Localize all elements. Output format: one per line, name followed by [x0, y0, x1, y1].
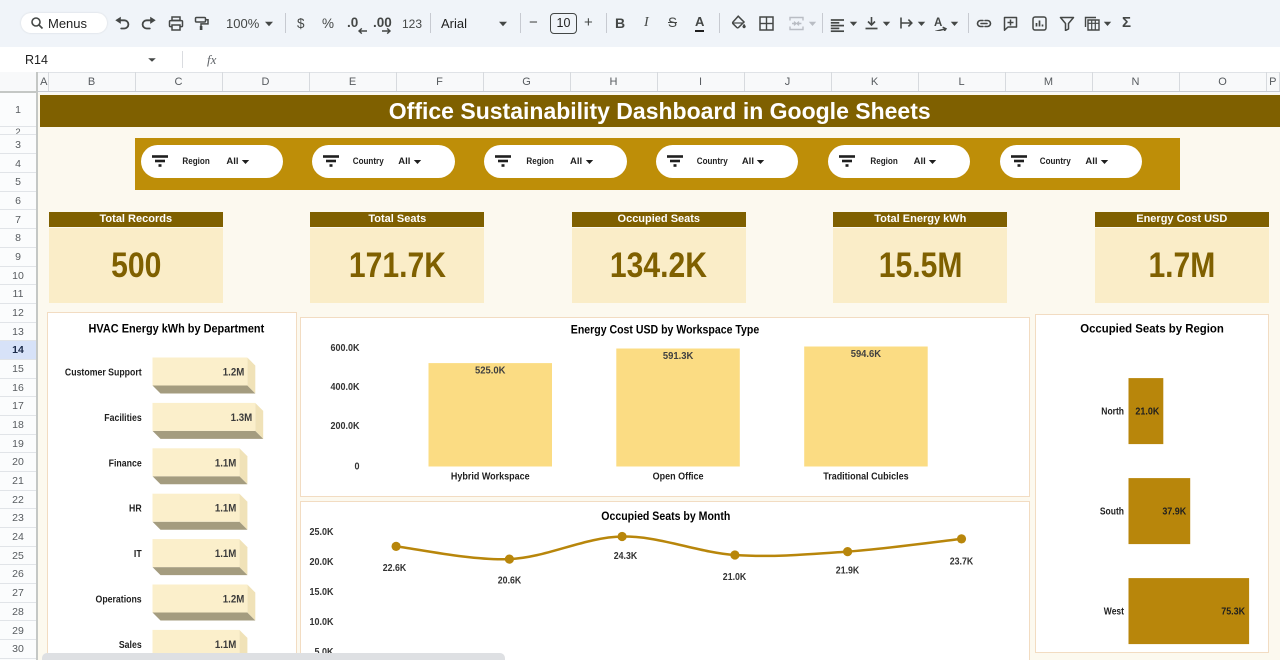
svg-text:200.0K: 200.0K — [330, 420, 359, 432]
svg-text:5.0K: 5.0K — [314, 646, 333, 658]
svg-text:HVAC Energy kWh by Department: HVAC Energy kWh by Department — [88, 323, 264, 336]
svg-text:594.6K: 594.6K — [850, 348, 881, 360]
svg-text:22.6K: 22.6K — [382, 561, 406, 573]
svg-text:591.3K: 591.3K — [662, 350, 693, 362]
svg-text:Operations: Operations — [95, 593, 141, 605]
svg-text:IT: IT — [133, 548, 141, 560]
svg-text:Hybrid Workspace: Hybrid Workspace — [450, 471, 529, 483]
svg-text:20.0K: 20.0K — [309, 556, 333, 568]
svg-text:1.3M: 1.3M — [230, 412, 252, 424]
svg-text:0: 0 — [354, 461, 359, 473]
svg-text:1.2M: 1.2M — [222, 367, 244, 379]
svg-text:South: South — [1099, 506, 1123, 517]
svg-text:West: West — [1103, 606, 1123, 617]
svg-text:1.1M: 1.1M — [214, 548, 236, 560]
svg-text:21.0K: 21.0K — [1135, 406, 1159, 418]
svg-text:HR: HR — [129, 503, 142, 515]
svg-text:Occupied Seats by Region: Occupied Seats by Region — [1080, 322, 1224, 335]
svg-text:Facilities: Facilities — [104, 412, 141, 424]
svg-text:20.6K: 20.6K — [497, 573, 521, 585]
svg-text:75.3K: 75.3K — [1221, 606, 1245, 618]
svg-text:Traditional Cubicles: Traditional Cubicles — [823, 471, 908, 483]
svg-text:Sales: Sales — [118, 639, 141, 651]
svg-text:Occupied Seats by Month: Occupied Seats by Month — [601, 510, 730, 523]
svg-text:600.0K: 600.0K — [330, 342, 359, 354]
svg-text:A: A — [934, 17, 942, 29]
svg-text:Open Office: Open Office — [652, 471, 703, 483]
svg-text:400.0K: 400.0K — [330, 381, 359, 393]
svg-text:24.3K: 24.3K — [613, 549, 637, 561]
svg-text:23.7K: 23.7K — [949, 554, 973, 566]
svg-text:10.0K: 10.0K — [309, 616, 333, 628]
svg-text:21.9K: 21.9K — [835, 564, 859, 576]
svg-text:1.1M: 1.1M — [214, 503, 236, 515]
svg-text:21.0K: 21.0K — [722, 570, 746, 582]
svg-text:Customer Support: Customer Support — [64, 366, 142, 378]
svg-text:1.2M: 1.2M — [222, 594, 244, 606]
svg-text:525.0K: 525.0K — [475, 365, 506, 377]
svg-text:North: North — [1101, 406, 1124, 417]
svg-text:1.1M: 1.1M — [214, 457, 236, 469]
svg-text:25.0K: 25.0K — [309, 526, 333, 538]
svg-text:Finance: Finance — [108, 457, 141, 469]
svg-text:Energy Cost USD by Workspace T: Energy Cost USD by Workspace Type — [570, 323, 758, 336]
svg-text:37.9K: 37.9K — [1162, 506, 1186, 518]
svg-text:1.1M: 1.1M — [214, 639, 236, 651]
svg-text:15.0K: 15.0K — [309, 586, 333, 598]
